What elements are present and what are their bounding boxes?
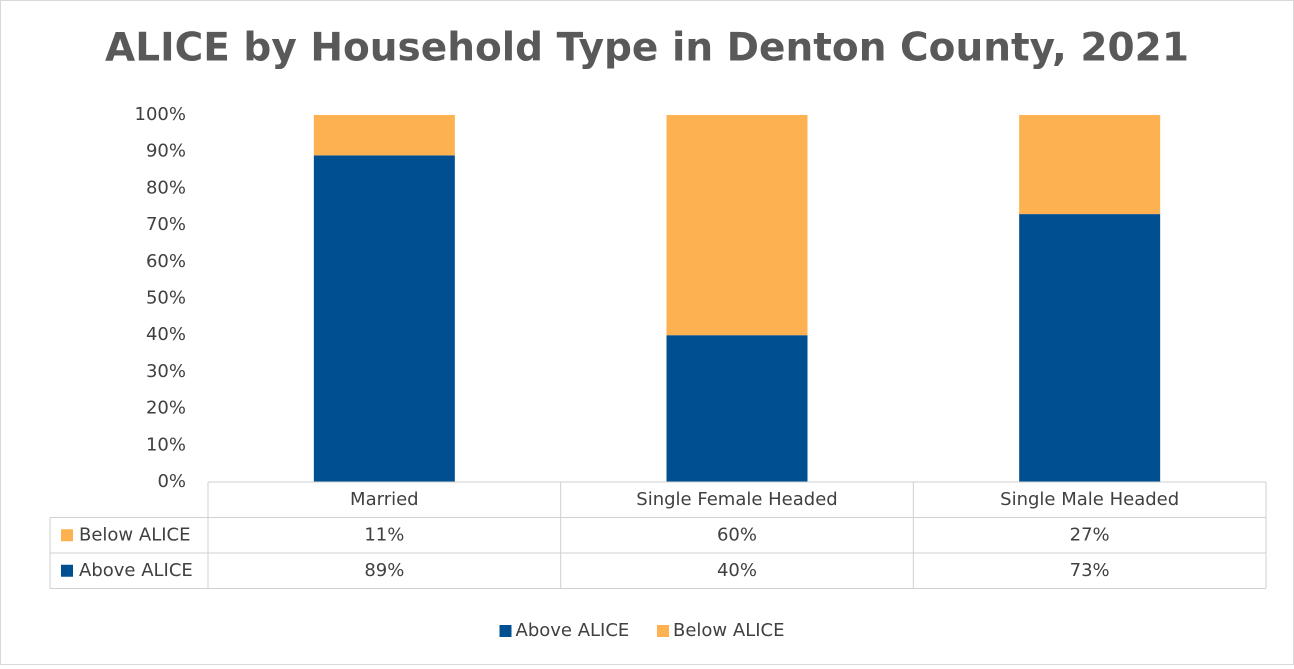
y-tick-label: 80% bbox=[146, 177, 186, 198]
x-tick-label: Married bbox=[350, 489, 419, 510]
bar-segment bbox=[666, 335, 808, 482]
y-tick-label: 100% bbox=[135, 104, 186, 125]
y-tick-label: 30% bbox=[146, 361, 186, 382]
table-row-label: Below ALICE bbox=[79, 524, 190, 545]
table-row-label: Above ALICE bbox=[79, 560, 193, 581]
chart-title: ALICE by Household Type in Denton County… bbox=[105, 26, 1189, 71]
legend-key bbox=[499, 625, 512, 637]
table-legend-key bbox=[61, 564, 73, 577]
y-tick-label: 50% bbox=[146, 288, 186, 309]
bar-segment bbox=[1019, 214, 1161, 482]
y-tick-label: 70% bbox=[146, 214, 186, 235]
legend-label: Above ALICE bbox=[516, 620, 630, 641]
bar-segment bbox=[666, 115, 808, 336]
y-tick-label: 90% bbox=[146, 141, 186, 162]
x-tick-label: Single Male Headed bbox=[1000, 489, 1179, 510]
bar-segment bbox=[313, 115, 455, 156]
table-value: 40% bbox=[717, 560, 757, 581]
y-tick-label: 20% bbox=[146, 398, 186, 419]
legend-key bbox=[657, 625, 669, 637]
table-value: 89% bbox=[364, 560, 404, 581]
x-tick-label: Single Female Headed bbox=[636, 489, 837, 510]
table-legend-key bbox=[61, 529, 73, 542]
table-value: 27% bbox=[1070, 524, 1110, 545]
y-tick-label: 60% bbox=[146, 251, 186, 272]
table-value: 60% bbox=[717, 524, 757, 545]
bar-segment bbox=[1019, 115, 1161, 215]
bar-segment bbox=[313, 155, 455, 482]
table-value: 73% bbox=[1070, 560, 1110, 581]
legend-label: Below ALICE bbox=[673, 620, 784, 641]
y-tick-label: 40% bbox=[146, 324, 186, 345]
table-value: 11% bbox=[364, 524, 404, 545]
y-tick-label: 0% bbox=[157, 471, 186, 492]
y-tick-label: 10% bbox=[146, 434, 186, 455]
